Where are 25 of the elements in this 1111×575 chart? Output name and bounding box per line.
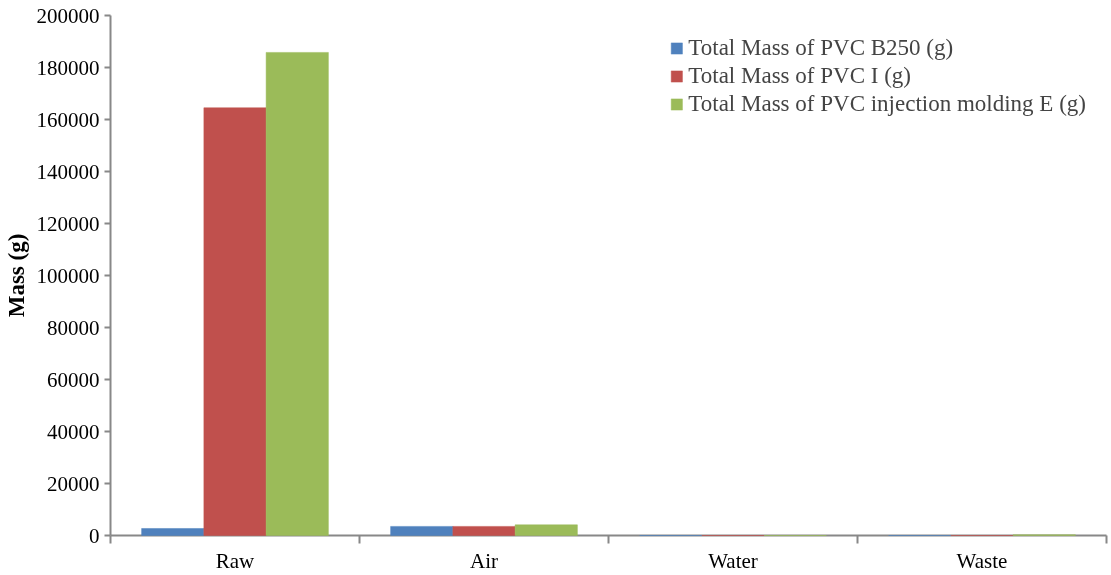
- y-tick-label: 20000: [47, 471, 100, 496]
- y-tick-label: 120000: [36, 211, 100, 236]
- y-tick-label: 40000: [47, 419, 100, 444]
- bar: [390, 526, 454, 536]
- y-tick-label: 200000: [36, 3, 100, 28]
- y-tick-label: 80000: [47, 315, 100, 340]
- y-tick-label: 0: [89, 523, 100, 548]
- x-tick-label: Water: [708, 548, 758, 573]
- bar: [141, 528, 205, 536]
- legend-label: Total Mass of PVC B250 (g): [688, 35, 954, 61]
- y-tick-label: 160000: [36, 107, 100, 132]
- y-tick-label: 180000: [36, 55, 100, 80]
- bar: [452, 526, 516, 536]
- y-tick-label: 100000: [36, 263, 100, 288]
- x-tick-label: Air: [470, 548, 498, 573]
- x-tick-label: Waste: [956, 548, 1008, 573]
- y-tick-label: 60000: [47, 367, 100, 392]
- x-tick-label: Raw: [215, 548, 256, 573]
- legend-label: Total Mass of PVC injection molding E (g): [688, 91, 1086, 117]
- bar: [514, 524, 578, 536]
- bar: [203, 107, 267, 536]
- y-tick-label: 140000: [36, 159, 100, 184]
- bar: [265, 52, 329, 536]
- y-axis-title: Mass (g): [3, 233, 29, 318]
- legend-label: Total Mass of PVC I (g): [688, 63, 911, 89]
